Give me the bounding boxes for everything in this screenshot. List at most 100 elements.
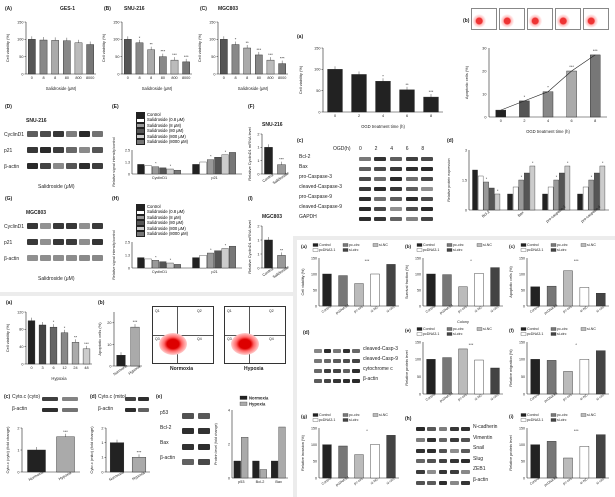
blot-band (438, 437, 448, 442)
legend-label: si-circ (453, 332, 463, 336)
bar (82, 348, 91, 365)
significance-mark: * (591, 175, 593, 179)
panel-label: (g) (301, 414, 308, 420)
y-tick-label: 0 (318, 110, 320, 114)
legend-swatch (446, 243, 453, 247)
legend-label: pc-circ (349, 413, 360, 417)
blot-band (416, 427, 425, 432)
figc-label-b: (b) (98, 300, 105, 306)
y-axis-label: Relative CyclinD1 mRNA level (247, 220, 252, 274)
x-tick-label: si-NC (474, 393, 484, 401)
y-tick-label: 0 (213, 72, 215, 76)
bar (233, 460, 241, 479)
legend-label: pcDNA3.1 (527, 248, 543, 252)
trend-line (500, 54, 596, 111)
legend-swatch (342, 243, 349, 247)
blot-band (197, 443, 211, 450)
legend-swatch (312, 413, 319, 417)
legend-swatch (136, 214, 145, 221)
blot-band (421, 197, 434, 201)
blot-band (62, 397, 78, 402)
legend-swatch (136, 128, 145, 134)
bar (206, 159, 214, 175)
blot-band (92, 146, 103, 153)
x-tick-label: 4 (547, 119, 549, 123)
y-tick-label: 0 (315, 304, 317, 308)
y-tick-label: 150 (415, 256, 421, 260)
x-tick-label: 8 (54, 76, 56, 80)
blot-band (352, 379, 360, 383)
chart-ogd-protein: 01.53**Bcl-2**Bax**pro-caspase-3**pro-ca… (447, 148, 609, 224)
bar (594, 172, 600, 211)
bar (173, 169, 181, 175)
bar (524, 172, 530, 211)
legend-swatch (550, 332, 557, 336)
blot-band (342, 369, 351, 373)
bar (530, 359, 540, 395)
bar (199, 255, 207, 269)
blot-row-label: Slug (473, 455, 484, 462)
blot-band (352, 349, 360, 353)
blot-band (405, 157, 418, 161)
blot-band (358, 167, 371, 171)
blot-row-label: Bcl-2 (160, 425, 172, 431)
blot-band (125, 397, 136, 402)
group-label: p53 (238, 480, 244, 484)
significance-mark: * (366, 428, 368, 433)
blot-band (374, 207, 387, 211)
x-tick-label: 8000 (182, 76, 190, 80)
bar (563, 270, 573, 307)
bar (474, 273, 484, 307)
bar (322, 273, 332, 307)
blot-p53 (180, 408, 212, 470)
y-tick-label: 0 (523, 392, 525, 396)
x-tick-label: Hypoxia (128, 364, 142, 376)
legend-label: si-NC (483, 243, 492, 247)
blot-band (449, 448, 459, 453)
bar (519, 100, 530, 118)
x-tick-label: 6 (571, 119, 573, 123)
significance-mark: ** (246, 40, 250, 45)
significance-mark: ** (150, 42, 154, 47)
y-axis-label: Cell viability (%) (301, 268, 305, 296)
blot-band (197, 428, 211, 435)
legend-swatch (550, 418, 557, 422)
y-tick-label: 0 (523, 476, 525, 480)
y-tick-label: 150 (113, 20, 119, 24)
flow-thumbnail (583, 8, 609, 30)
blot-snu216 (26, 126, 104, 174)
chart-hypoxia-viability: 0 40 80 120 0 3 * 6 * 12 ** 24 *** 48 Cell viability (… (5, 310, 92, 381)
blot-band (427, 448, 437, 453)
quadrant-label: Q4 (197, 337, 202, 341)
blot-band (374, 187, 387, 191)
figure-a-panel: (A) GES-1 (B) SNU-216 (C) MGC803 0 50 100 1… (0, 0, 293, 292)
y-tick-label: 0 (101, 470, 103, 474)
blot-row-label: pro-Caspase-9 (299, 194, 333, 200)
bar (27, 320, 36, 365)
x-tick-label: pc-circ (353, 305, 364, 314)
y-tick-label: 50 (521, 288, 525, 292)
blot-band (197, 459, 211, 466)
x-tick-label: 0 (31, 76, 33, 80)
bar (252, 460, 260, 479)
x-tick-label: Control (262, 267, 274, 277)
blot-band (181, 428, 195, 435)
x-tick-label: si-NC (370, 305, 380, 313)
bar (579, 287, 590, 307)
y-tick-label: 50 (211, 55, 215, 59)
y-tick-label: 1.3 (125, 160, 130, 164)
legend-label: si-NC (379, 243, 388, 247)
legend-swatch (342, 248, 349, 252)
y-tick-label: 80 (19, 328, 23, 332)
y-tick-label: 1 (257, 146, 259, 150)
y-axis-label: Protein level (fold change) (214, 423, 218, 465)
bar (423, 96, 439, 113)
legend-swatch (239, 401, 248, 406)
bar (472, 169, 478, 211)
significance-mark: * (382, 73, 384, 78)
blot-band (461, 480, 470, 485)
blot-band (314, 349, 322, 353)
blot-band (342, 379, 351, 383)
blot-band (449, 469, 459, 474)
